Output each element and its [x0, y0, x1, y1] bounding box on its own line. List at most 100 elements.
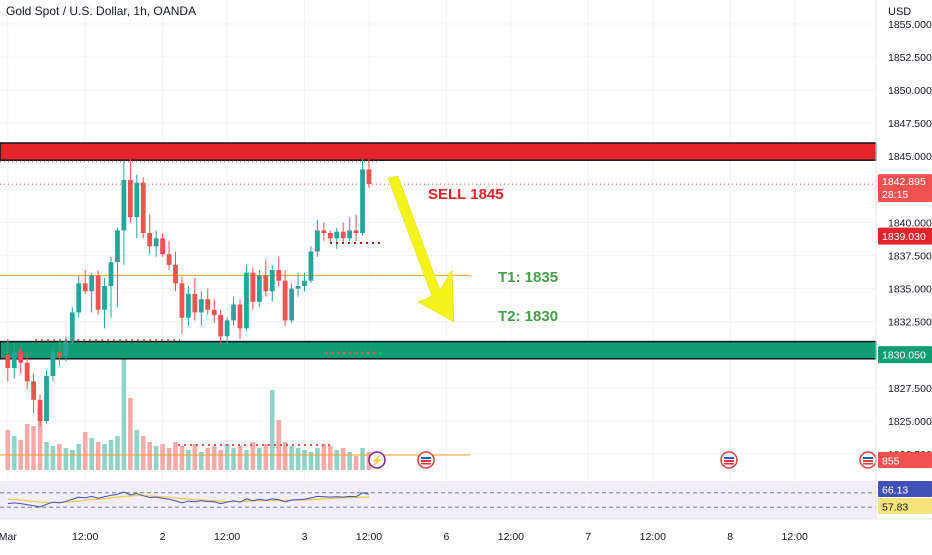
volume-bar: [121, 350, 127, 470]
candle-body: [69, 312, 75, 342]
volume-bar: [340, 448, 346, 470]
time-tick-label: 6: [443, 531, 449, 543]
volume-bar: [199, 452, 204, 470]
level-b-tag: 1830.050: [882, 350, 926, 362]
resistance-zone: [0, 142, 877, 161]
volume-bar: [237, 446, 243, 470]
candle-body: [37, 399, 43, 422]
candle-body: [63, 341, 69, 358]
candle-body: [237, 304, 243, 329]
volume-bar: [308, 452, 314, 470]
candle-body: [76, 283, 82, 313]
volume-bar: [147, 442, 152, 470]
candle-body: [205, 299, 211, 310]
rsi-value-tag: 66.13: [882, 485, 908, 497]
volume-bar: [31, 426, 36, 470]
candle-body: [140, 182, 146, 234]
candle-body: [166, 254, 172, 265]
time-tick-label: 12:00: [214, 531, 240, 543]
volume-bar: [289, 446, 294, 470]
candle-body: [5, 354, 11, 369]
candle-body: [102, 285, 107, 310]
event-us-flag-icon-stripe: [863, 457, 873, 459]
time-tick-label: 2: [160, 531, 166, 543]
candle-body: [179, 283, 185, 318]
volume-bar: [328, 446, 333, 470]
currency-label: USD: [888, 6, 912, 18]
volume-bar: [334, 450, 340, 470]
event-flash-icon-glyph: ⚡: [371, 454, 383, 467]
volume-bar: [173, 442, 178, 470]
event-us-flag-icon-stripe: [724, 463, 734, 465]
volume-bar: [257, 448, 262, 470]
candle-body: [263, 275, 269, 292]
target-2-label: T2: 1830: [498, 308, 558, 325]
volume-bar: [295, 448, 301, 470]
volume-tag: 855: [882, 456, 900, 468]
price-tick-label: 1850.000: [888, 85, 932, 97]
candle-body: [127, 180, 133, 218]
event-us-flag-icon-stripe: [863, 463, 873, 465]
volume-bar: [269, 390, 275, 470]
volume-bar: [160, 444, 165, 470]
candle-body: [121, 180, 127, 231]
candle-body: [250, 272, 256, 302]
volume-bar: [276, 420, 281, 470]
last-price-tag: 1842.895: [882, 176, 926, 188]
price-tick-label: 1832.500: [888, 317, 932, 329]
candle-body: [347, 230, 353, 239]
candle-body: [82, 283, 88, 292]
candle-body: [353, 230, 359, 234]
volume-bar: [321, 444, 327, 470]
price-tick-label: 1827.500: [888, 383, 932, 395]
volume-bar: [218, 450, 223, 470]
volume-bar: [134, 430, 140, 470]
candle-body: [256, 275, 262, 302]
volume-bar: [315, 448, 320, 470]
time-tick-label: 12:00: [72, 531, 98, 543]
volume-bar: [70, 450, 75, 470]
event-us-flag-icon-stripe: [421, 463, 431, 465]
volume-bar: [205, 448, 211, 470]
level-a-tag-bg: [878, 227, 932, 245]
event-us-flag-icon-stripe: [724, 460, 734, 462]
candle-body: [334, 231, 340, 239]
candle-body: [89, 275, 95, 292]
candle-body: [108, 262, 114, 286]
volume-bar: [224, 444, 230, 470]
volume-bar: [186, 450, 191, 470]
candle-body: [244, 272, 249, 329]
candle-body: [18, 352, 24, 363]
candle-body: [315, 230, 320, 252]
event-us-flag-icon-stripe: [421, 457, 431, 459]
time-tick-label: 12:00: [356, 531, 382, 543]
event-flash-icon: [368, 451, 386, 469]
level-a-tag: 1839.030: [882, 231, 926, 243]
candle-body: [295, 285, 301, 289]
target-1-label: T1: 1835: [498, 269, 558, 286]
rsi-value-tag-bg: [878, 481, 932, 497]
level-b-tag-bg: [878, 346, 932, 364]
volume-bar: [95, 442, 101, 470]
time-tick-label: 7: [585, 531, 591, 543]
volume-bar: [179, 446, 185, 470]
support-zone: [0, 340, 877, 360]
candle-body: [160, 238, 165, 255]
volume-bar: [231, 448, 236, 470]
volume-bar: [166, 448, 172, 470]
event-us-flag-icon-stripe: [724, 457, 734, 459]
volume-bar: [250, 442, 256, 470]
time-tick-label: 12:00: [640, 531, 666, 543]
volume-bar: [140, 436, 146, 470]
time-tick-label: 12:00: [782, 531, 808, 543]
candle-body: [153, 238, 159, 247]
candle-body: [198, 299, 204, 313]
candle-body: [366, 169, 372, 185]
volume-bar: [5, 430, 11, 470]
volume-bar: [192, 444, 198, 470]
candle-body: [44, 376, 49, 422]
candle-body: [321, 230, 327, 234]
candle-body: [327, 233, 333, 239]
